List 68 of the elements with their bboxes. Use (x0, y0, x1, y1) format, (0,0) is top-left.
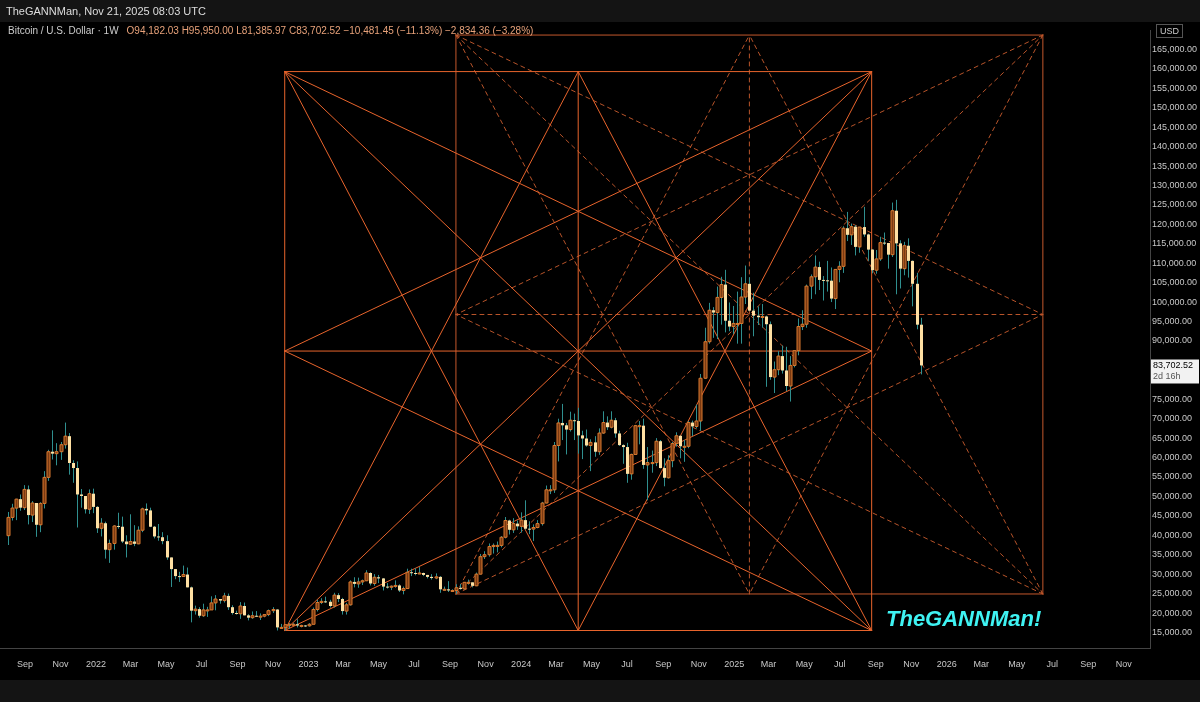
y-tick-label: 90,000.00 (1152, 335, 1193, 346)
y-tick-label: 135,000.00 (1152, 160, 1198, 171)
y-tick-label: 35,000.00 (1152, 549, 1193, 560)
x-tick-label: May (583, 658, 601, 669)
x-tick-label: Nov (903, 658, 920, 669)
y-axis-title: USD (1156, 24, 1184, 38)
x-tick-label: Jul (408, 658, 420, 669)
x-tick-label: Jul (833, 658, 846, 669)
chart-subtitle: O94,182.03 H95,950.00 L81,385.97 C83,702.52 −10,481.45 (−11.13%) −2,834.36 (−3.28%) (126, 25, 534, 36)
x-tick-label: Mar (760, 658, 777, 669)
x-tick-label: Sep (229, 658, 246, 669)
y-tick-label: 20,000.00 (1152, 607, 1193, 618)
x-tick-label: Sep (655, 658, 672, 669)
y-tick-label: 120,000.00 (1152, 218, 1198, 229)
text: TheGANNMan, Nov 21, 2025 08:03 UTC (5, 5, 206, 17)
chart-title: Bitcoin / U.S. Dollar · 1W (8, 25, 119, 36)
x-tick-label: 2026 (936, 658, 957, 669)
x-tick-label: Nov (52, 658, 70, 669)
x-tick-label: Jul (195, 658, 208, 669)
y-tick-label: 125,000.00 (1152, 199, 1198, 210)
x-tick-label: Jul (621, 658, 633, 669)
y-tick-label: 95,000.00 (1152, 315, 1193, 326)
y-tick-label: 70,000.00 (1152, 413, 1193, 424)
x-tick-label: Sep (1080, 658, 1097, 669)
x-tick-label: Mar (548, 658, 564, 669)
x-tick-label: Mar (122, 658, 139, 669)
y-tick-label: 25,000.00 (1152, 588, 1193, 599)
y-tick-label: 140,000.00 (1152, 141, 1198, 152)
x-tick-label: Mar (973, 658, 989, 669)
y-tick-label: 160,000.00 (1152, 63, 1198, 74)
y-tick-label: 15,000.00 (1152, 626, 1193, 637)
x-tick-label: May (369, 658, 388, 669)
x-tick-label: 2025 (724, 658, 745, 669)
y-tick-label: 110,000.00 (1152, 257, 1197, 268)
y-tick-label: 100,000.00 (1152, 296, 1198, 307)
y-tick-label: 145,000.00 (1152, 121, 1198, 132)
text: 2d 16h (1153, 370, 1181, 381)
x-tick-label: Nov (1115, 658, 1133, 669)
x-tick-label: 2022 (86, 658, 107, 669)
x-tick-label: Nov (265, 658, 282, 669)
annotation: TheGANNMan! (886, 606, 1042, 632)
x-tick-label: 2024 (511, 658, 532, 669)
y-tick-label: 165,000.00 (1152, 43, 1198, 54)
x-tick-label: 2023 (298, 658, 319, 669)
y-tick-label: 105,000.00 (1152, 277, 1198, 288)
x-tick-label: Sep (442, 658, 459, 669)
y-tick-label: 130,000.00 (1152, 179, 1198, 190)
y-tick-label: 30,000.00 (1152, 568, 1193, 579)
x-tick-label: Nov (477, 658, 495, 669)
y-tick-label: 115,000.00 (1152, 238, 1197, 249)
x-tick-label: Sep (867, 658, 884, 669)
text: 83,702.52 (1153, 359, 1194, 370)
x-tick-label: May (157, 658, 175, 669)
y-tick-label: 40,000.00 (1152, 529, 1193, 540)
x-tick-label: Mar (335, 658, 351, 669)
y-tick-label: 150,000.00 (1152, 102, 1198, 113)
x-tick-label: May (1008, 658, 1026, 669)
x-tick-label: Sep (17, 658, 34, 669)
y-tick-label: 65,000.00 (1152, 432, 1193, 443)
x-tick-label: Jul (1046, 658, 1058, 669)
x-tick-label: May (795, 658, 814, 669)
y-tick-label: 155,000.00 (1152, 82, 1198, 93)
x-tick-label: Nov (690, 658, 708, 669)
y-tick-label: 75,000.00 (1152, 393, 1193, 404)
y-tick-label: 60,000.00 (1152, 452, 1193, 463)
y-tick-label: 50,000.00 (1152, 490, 1193, 501)
y-tick-label: 45,000.00 (1152, 510, 1193, 521)
y-tick-label: 55,000.00 (1152, 471, 1193, 482)
